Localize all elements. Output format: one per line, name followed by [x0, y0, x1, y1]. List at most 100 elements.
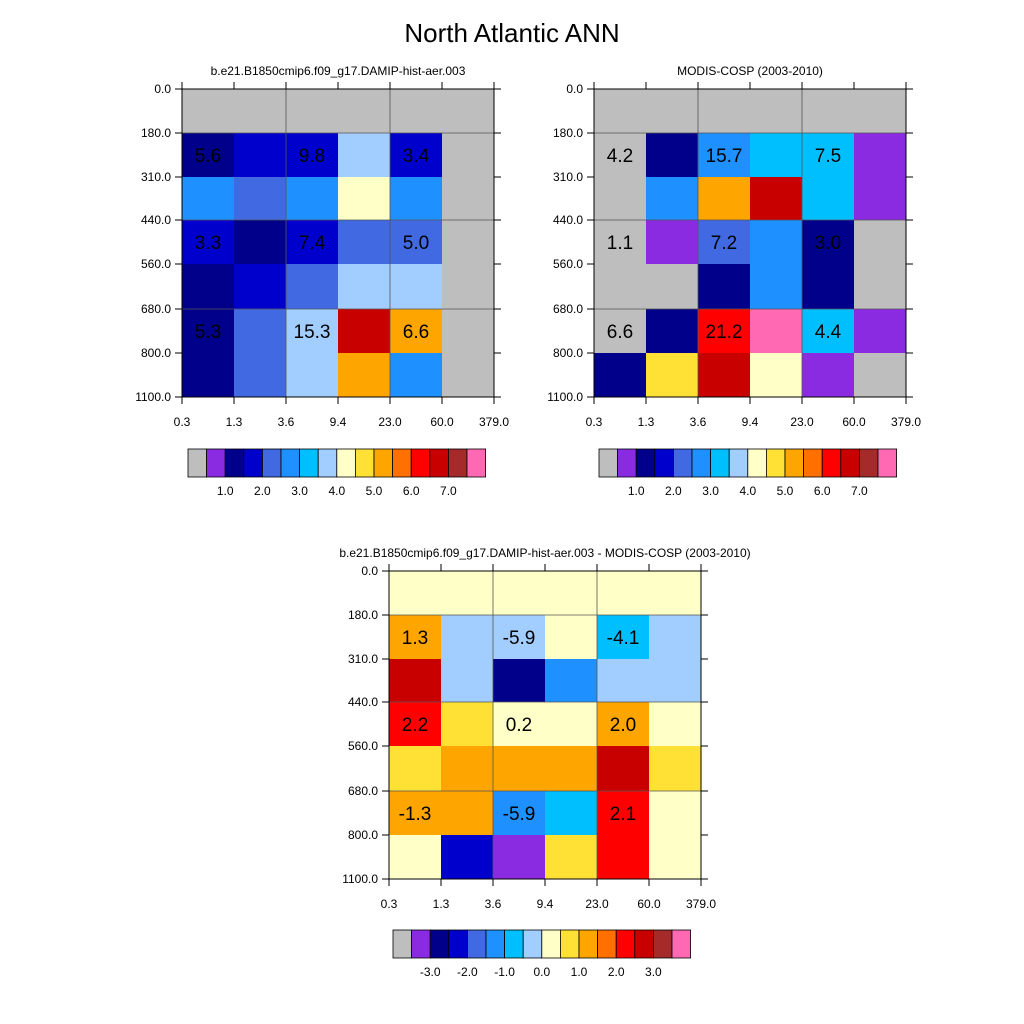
heatmap-cell — [493, 835, 546, 880]
colorbar-label: 1.0 — [217, 484, 234, 498]
colorbar-label: 2.0 — [665, 484, 682, 498]
heatmap-cell — [234, 353, 287, 398]
heatmap-cell — [441, 659, 494, 703]
x-tick-label: 1.3 — [226, 415, 243, 429]
data-label: -1.3 — [399, 804, 432, 825]
data-label: 4.4 — [815, 322, 842, 343]
heatmap-cell — [442, 353, 495, 398]
colorbar-swatch — [747, 448, 767, 478]
colorbar-swatch — [821, 448, 842, 478]
heatmap-cell — [750, 89, 803, 134]
heatmap-cell — [389, 659, 442, 703]
heatmap-cell — [594, 220, 647, 265]
data-label: -5.9 — [503, 804, 536, 825]
heatmap-cell — [854, 177, 907, 221]
data-label: 7.5 — [815, 146, 841, 167]
heatmap-cell — [286, 133, 339, 178]
colorbar-label: 2.0 — [254, 484, 271, 498]
heatmap-cell — [854, 89, 907, 134]
y-tick-label: 180.0 — [553, 126, 583, 140]
heatmap-cell — [441, 615, 494, 660]
data-label: 21.2 — [706, 322, 743, 343]
heatmap-cell — [389, 835, 442, 880]
heatmap-cell — [390, 353, 443, 398]
heatmap-cell — [182, 264, 235, 310]
colorbar-label: 4.0 — [328, 484, 345, 498]
heatmap-cell — [234, 309, 287, 354]
data-label: 15.7 — [706, 146, 743, 167]
colorbar-swatch — [466, 448, 487, 478]
heatmap-cell — [545, 746, 598, 792]
colorbar-swatch — [578, 929, 599, 959]
heatmap-cell — [649, 746, 702, 792]
heatmap-cell — [545, 615, 598, 660]
colorbar-swatch — [634, 929, 654, 959]
colorbar-label: 6.0 — [814, 484, 831, 498]
x-tick-label: 0.3 — [586, 415, 603, 429]
colorbar-swatch — [485, 929, 506, 959]
heatmap-cell — [442, 220, 495, 265]
colorbar-swatch — [410, 448, 431, 478]
data-label: 3.0 — [815, 233, 841, 254]
colorbar-swatch — [671, 929, 692, 959]
heatmap-cell — [545, 835, 598, 880]
x-tick-label: 1.3 — [433, 897, 450, 911]
panel-title: b.e21.B1850cmip6.f09_g17.DAMIP-hist-aer.… — [211, 64, 466, 78]
heatmap-cell — [286, 353, 339, 398]
heatmap-cell — [234, 133, 287, 178]
heatmap-cell — [442, 309, 495, 354]
heatmap-cell — [597, 659, 650, 703]
heatmap-cell — [750, 264, 803, 310]
panel-title: MODIS-COSP (2003-2010) — [677, 64, 823, 78]
y-tick-label: 680.0 — [348, 784, 378, 798]
y-tick-label: 800.0 — [141, 346, 171, 360]
y-tick-label: 310.0 — [141, 170, 171, 184]
heatmap-cell — [698, 309, 751, 354]
heatmap-cell — [646, 309, 699, 354]
colorbar-label: -3.0 — [420, 965, 441, 979]
heatmap-cell — [594, 89, 647, 134]
heatmap-panel-3: b.e21.B1850cmip6.f09_g17.DAMIP-hist-aer.… — [339, 546, 750, 979]
page-title: North Atlantic ANN — [404, 18, 620, 48]
heatmap-cell — [389, 615, 442, 660]
colorbar-swatch — [560, 929, 580, 959]
colorbar-swatch — [784, 448, 805, 478]
heatmap-cell — [698, 177, 751, 221]
heatmap-cell — [594, 264, 647, 310]
heatmap-cell — [750, 309, 803, 354]
data-label: 6.6 — [607, 322, 633, 343]
heatmap-cell — [286, 264, 339, 310]
colorbar-swatch — [653, 929, 673, 959]
colorbar-swatch — [224, 448, 245, 478]
data-label: 3.3 — [195, 233, 221, 254]
heatmap-cell — [493, 659, 546, 703]
colorbar-swatch — [187, 448, 208, 478]
colorbar-label: 7.0 — [440, 484, 457, 498]
colorbar-label: 3.0 — [702, 484, 719, 498]
heatmap-cell — [698, 264, 751, 310]
heatmap-cell — [854, 309, 907, 354]
data-label: 5.3 — [195, 322, 221, 343]
heatmap-cell — [389, 746, 442, 792]
y-tick-label: 560.0 — [348, 739, 378, 753]
heatmap-cell — [234, 220, 287, 265]
heatmap-cell — [802, 133, 855, 178]
y-tick-label: 1100.0 — [342, 872, 378, 886]
data-label: 7.2 — [711, 233, 737, 254]
y-tick-label: 800.0 — [553, 346, 583, 360]
heatmap-cell — [442, 177, 495, 221]
heatmap-cell — [390, 309, 443, 354]
x-tick-label: 379.0 — [891, 415, 921, 429]
colorbar-swatch — [710, 448, 730, 478]
heatmap-cell — [493, 571, 546, 616]
heatmap-cell — [854, 264, 907, 310]
heatmap-cell — [441, 571, 494, 616]
colorbar-swatch — [766, 448, 786, 478]
heatmap-cell — [698, 89, 751, 134]
heatmap-cell — [597, 571, 650, 616]
x-tick-label: 23.0 — [585, 897, 609, 911]
colorbar-swatch — [597, 929, 617, 959]
colorbar-swatch — [728, 448, 749, 478]
data-label: 3.4 — [403, 146, 430, 167]
heatmap-cell — [750, 177, 803, 221]
